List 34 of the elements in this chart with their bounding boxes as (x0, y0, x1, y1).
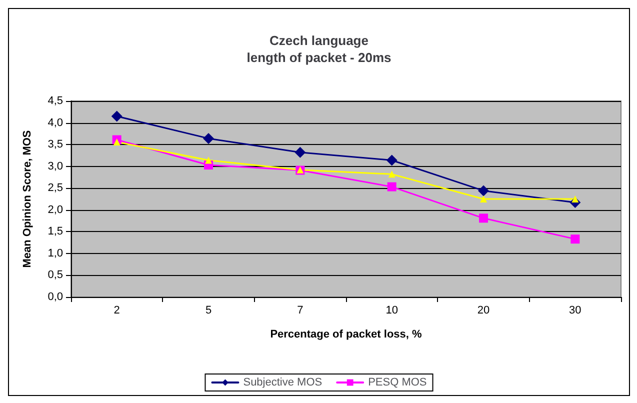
y-axis-title: Mean Opinion Score, MOS (22, 130, 34, 268)
point (113, 138, 120, 146)
x-tick-label: 30 (569, 304, 582, 316)
y-tick-label: 2,0 (48, 204, 63, 216)
legend-label: Subjective MOS (243, 376, 322, 388)
point (205, 156, 212, 164)
point (479, 214, 488, 223)
y-tick-label: 0,0 (48, 291, 63, 303)
y-tick-label: 0,5 (48, 269, 63, 282)
y-tick-label: 1,0 (48, 247, 63, 260)
point (480, 196, 487, 202)
point (388, 170, 396, 178)
legend-label: PESQ MOS (368, 376, 427, 388)
x-tick-label: 10 (386, 304, 398, 316)
y-tick-label: 3,0 (48, 160, 63, 172)
x-tick-label: 20 (477, 304, 490, 316)
point (294, 146, 306, 158)
y-tick-label: 4,5 (48, 95, 63, 107)
x-tick-label: 5 (205, 304, 212, 316)
chart-title: Czech language length of packet - 20ms (246, 33, 392, 65)
y-tick-label: 4,0 (48, 116, 63, 129)
y-tick-label: 2,5 (48, 182, 63, 194)
point (572, 196, 579, 202)
x-tick-label: 7 (297, 304, 304, 316)
point (203, 132, 214, 144)
point (386, 154, 398, 166)
point (478, 185, 489, 196)
point (387, 182, 396, 192)
y-tick-label: 1,5 (48, 226, 63, 238)
x-tick-label: 2 (114, 304, 120, 316)
x-axis-title: Percentage of packet loss, % (270, 328, 422, 340)
y-tick-label: 3,5 (48, 138, 63, 151)
point (570, 234, 580, 244)
point (111, 110, 122, 122)
